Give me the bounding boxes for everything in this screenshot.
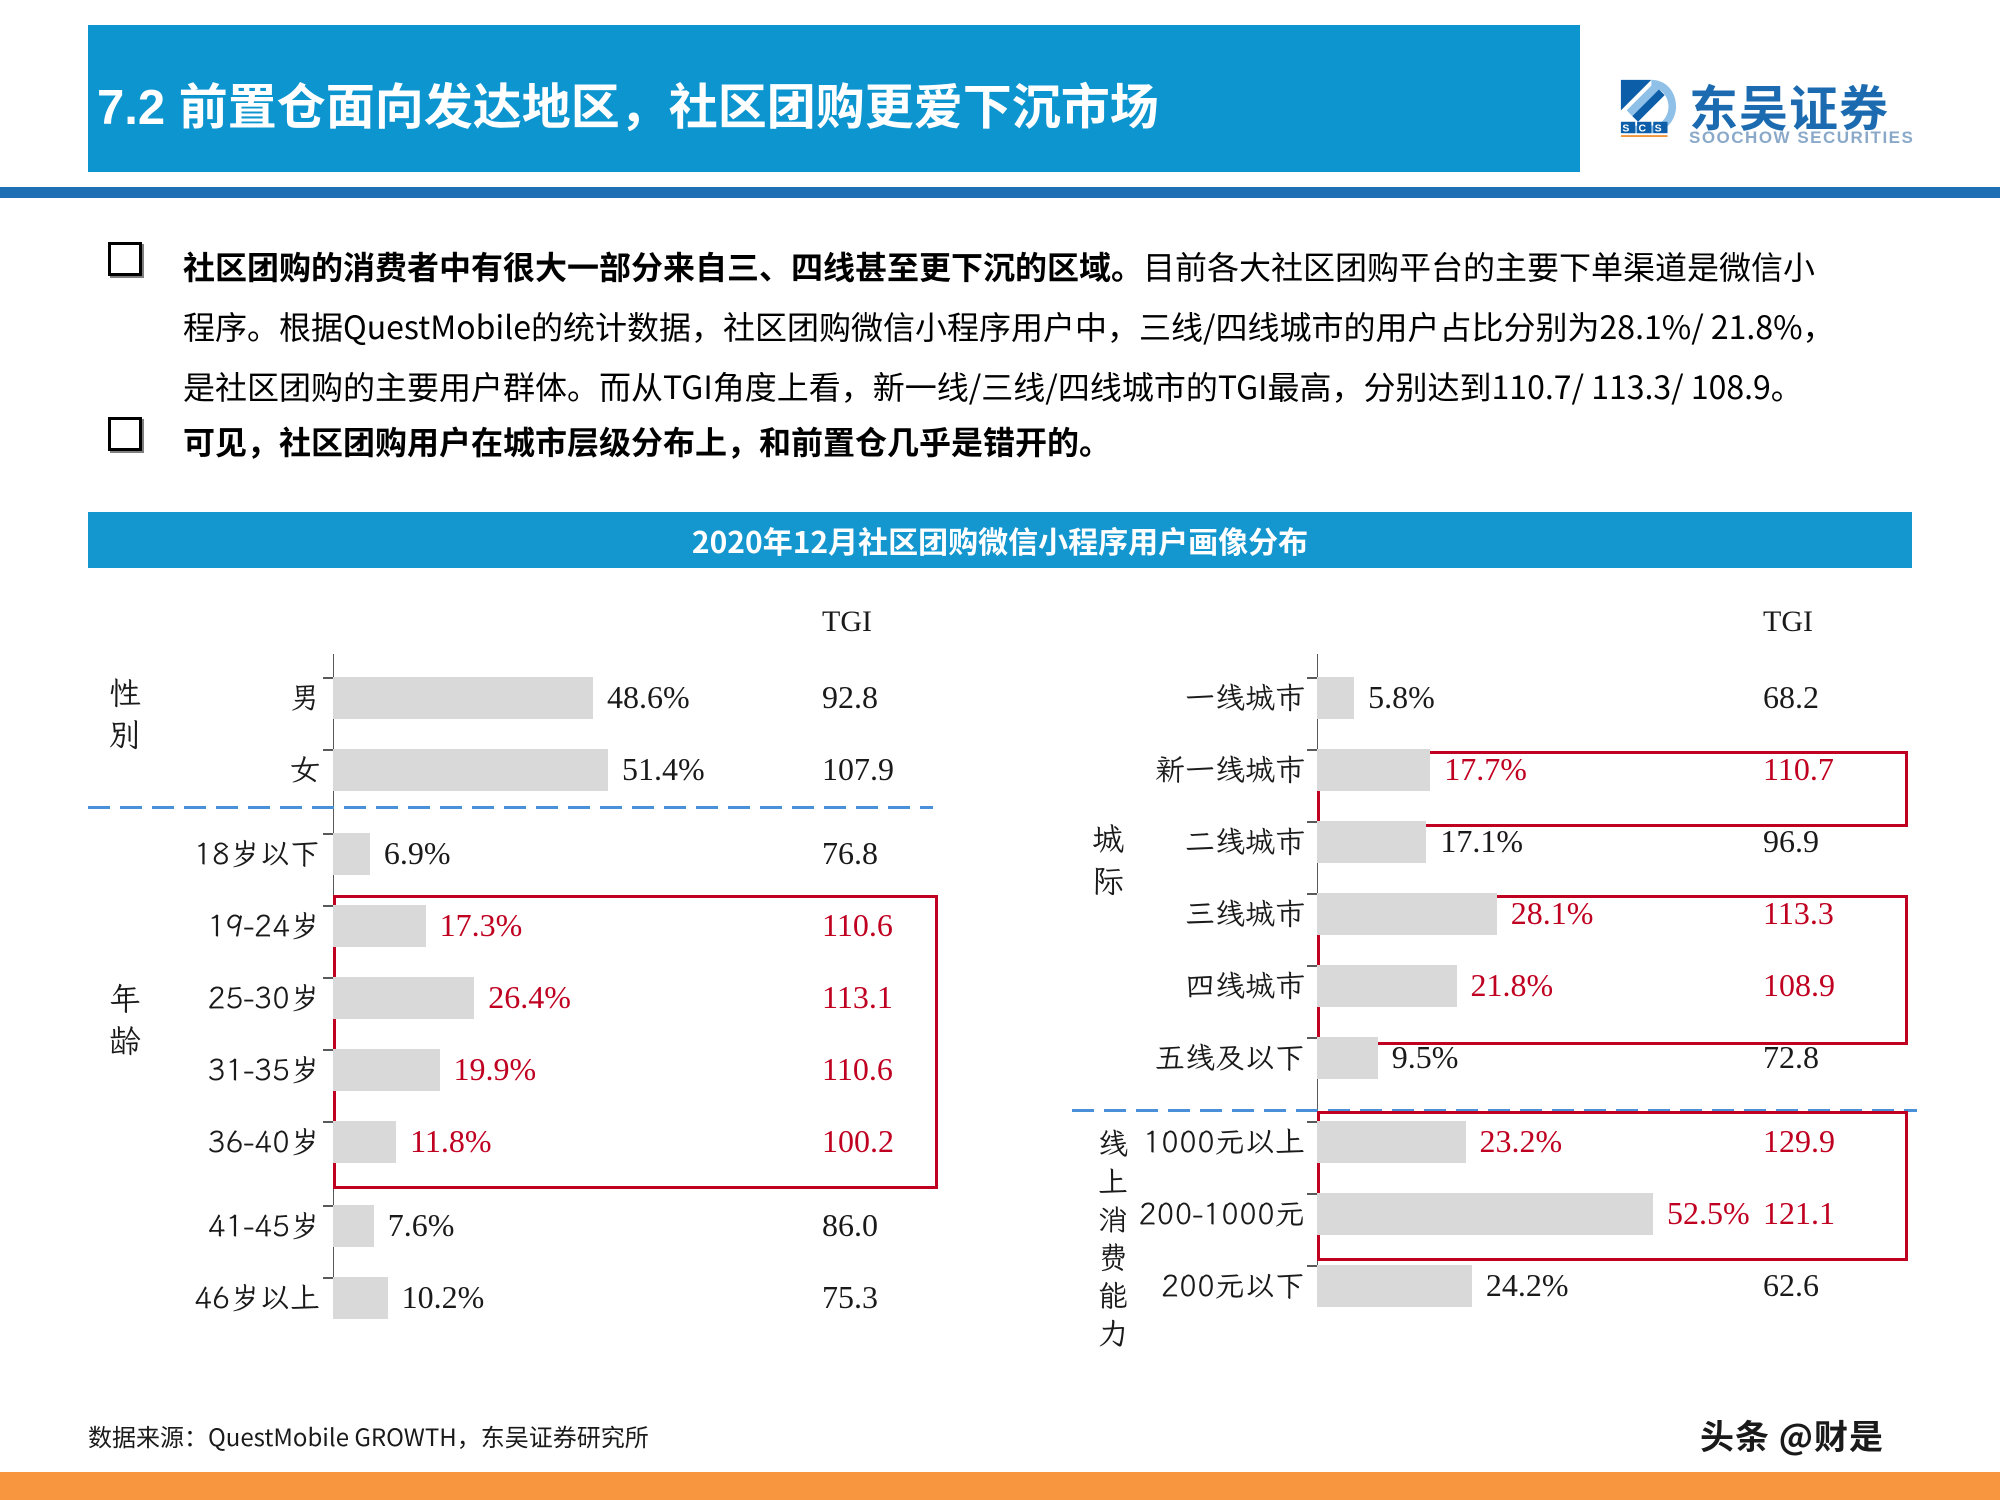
svg-text:S: S: [1655, 123, 1662, 134]
svg-text:S: S: [1622, 123, 1629, 134]
svg-text:C: C: [1639, 123, 1647, 134]
